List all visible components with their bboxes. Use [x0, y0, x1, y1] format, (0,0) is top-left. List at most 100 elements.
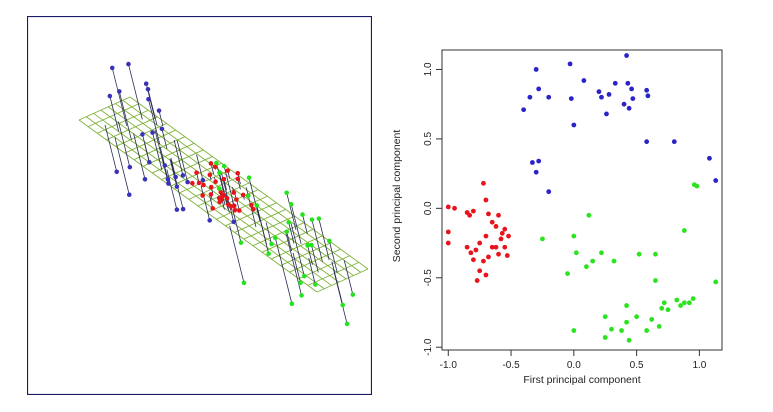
- point-3d-group-2: [254, 203, 260, 208]
- point-3d-group-0: [207, 218, 212, 223]
- pca-point-series-1: [445, 204, 451, 210]
- projection-line: [161, 128, 168, 150]
- pca-point-series-2: [599, 250, 604, 256]
- point-3d-group-0: [109, 65, 115, 71]
- projection-line: [176, 140, 188, 183]
- pca-point-series-0: [671, 139, 677, 145]
- pca-point-series-0: [596, 89, 602, 95]
- pca-point-series-1: [483, 233, 489, 239]
- pca-point-series-1: [481, 180, 486, 186]
- point-3d-group-1: [208, 192, 214, 197]
- point-3d-group-1: [201, 182, 206, 188]
- point-3d-group-1: [231, 203, 237, 209]
- pca-point-series-2: [653, 251, 658, 257]
- pca-point-series-1: [481, 258, 486, 264]
- point-3d-group-2: [299, 293, 304, 298]
- point-3d-group-1: [235, 176, 241, 182]
- pca-point-series-0: [581, 78, 587, 83]
- point-3d-group-2: [327, 238, 332, 244]
- point-3d-group-2: [266, 251, 271, 256]
- projection-line: [200, 185, 211, 221]
- point-3d-group-0: [146, 96, 151, 102]
- projection-line: [118, 121, 131, 168]
- pca-point-series-0: [571, 122, 577, 128]
- pca-point-series-0: [644, 87, 650, 93]
- point-3d-group-2: [245, 193, 251, 199]
- projection-line: [133, 133, 146, 180]
- point-3d-group-0: [231, 219, 236, 225]
- projection-line: [128, 63, 143, 120]
- projection-line: [111, 67, 128, 127]
- pca-point-series-1: [445, 229, 451, 235]
- pca-point-series-0: [567, 61, 573, 67]
- pca-point-series-2: [649, 317, 655, 322]
- x-tick-label: -1.0: [440, 360, 458, 371]
- pca-point-series-0: [568, 96, 574, 102]
- pca-point-series-1: [483, 197, 489, 203]
- pca-point-series-0: [546, 189, 552, 195]
- pca-point-series-0: [527, 94, 533, 100]
- data-points-pca: [445, 53, 719, 343]
- point-3d-group-2: [350, 292, 356, 297]
- projection-line: [173, 140, 184, 176]
- projection-line: [109, 95, 120, 132]
- point-3d-group-1: [208, 184, 214, 190]
- pca-point-series-1: [464, 244, 470, 250]
- pca-point-series-2: [565, 271, 570, 277]
- point-3d-group-0: [147, 159, 152, 165]
- pca-point-series-2: [634, 314, 640, 320]
- pca-point-series-0: [606, 92, 612, 97]
- point-3d-group-1: [207, 172, 213, 178]
- pca-point-series-1: [452, 205, 457, 211]
- plane-grid-line: [152, 149, 204, 174]
- projection-line: [286, 192, 297, 230]
- projection-line: [196, 154, 204, 181]
- projection-line: [343, 260, 354, 295]
- plane-grid-line: [106, 116, 158, 141]
- point-3d-group-2: [313, 282, 318, 287]
- point-3d-group-1: [210, 206, 216, 211]
- projection-line: [247, 195, 257, 228]
- projection-line: [142, 134, 151, 165]
- pca-point-series-2: [602, 314, 608, 320]
- point-3d-group-2: [300, 212, 305, 217]
- pca-point-series-1: [467, 212, 473, 218]
- pca-point-series-1: [496, 251, 501, 257]
- projection-line: [307, 245, 313, 265]
- pca-point-series-1: [502, 226, 508, 232]
- plane-grid-line: [115, 103, 354, 276]
- projection-line: [302, 214, 308, 235]
- pca-point-series-2: [661, 300, 667, 306]
- pca-point-series-1: [486, 254, 491, 260]
- pca-point-series-1: [474, 278, 480, 283]
- projection-line: [152, 132, 163, 171]
- pca-point-series-2: [611, 258, 617, 264]
- y-tick-label: -0.5: [423, 269, 434, 287]
- plane-grid-line: [78, 119, 318, 293]
- pca-point-series-1: [499, 230, 505, 236]
- point-3d-group-2: [286, 220, 291, 225]
- pca-point-series-0: [707, 155, 712, 161]
- point-3d-group-0: [126, 192, 132, 198]
- pca-point-series-1: [483, 272, 489, 278]
- pca-point-series-2: [659, 305, 665, 311]
- pca-point-series-2: [619, 328, 624, 333]
- projection-line: [170, 157, 177, 178]
- projection-line: [292, 252, 301, 283]
- pca-point-series-1: [477, 268, 483, 274]
- pca-point-series-2: [626, 337, 632, 343]
- projection-line: [265, 222, 272, 245]
- point-3d-group-0: [140, 132, 145, 137]
- point-3d-group-0: [114, 169, 120, 175]
- point-3d-group-2: [284, 229, 290, 235]
- data-points-3d: [107, 61, 356, 327]
- point-3d-group-2: [340, 302, 346, 308]
- point-3d-group-0: [143, 81, 149, 86]
- pca-point-series-2: [571, 233, 577, 239]
- point-3d-group-2: [288, 202, 294, 207]
- point-3d-group-1: [234, 197, 239, 202]
- pca-point-series-0: [546, 94, 552, 100]
- point-3d-group-0: [200, 177, 206, 183]
- point-3d-group-2: [289, 301, 295, 307]
- plot-area-frame: [441, 49, 723, 351]
